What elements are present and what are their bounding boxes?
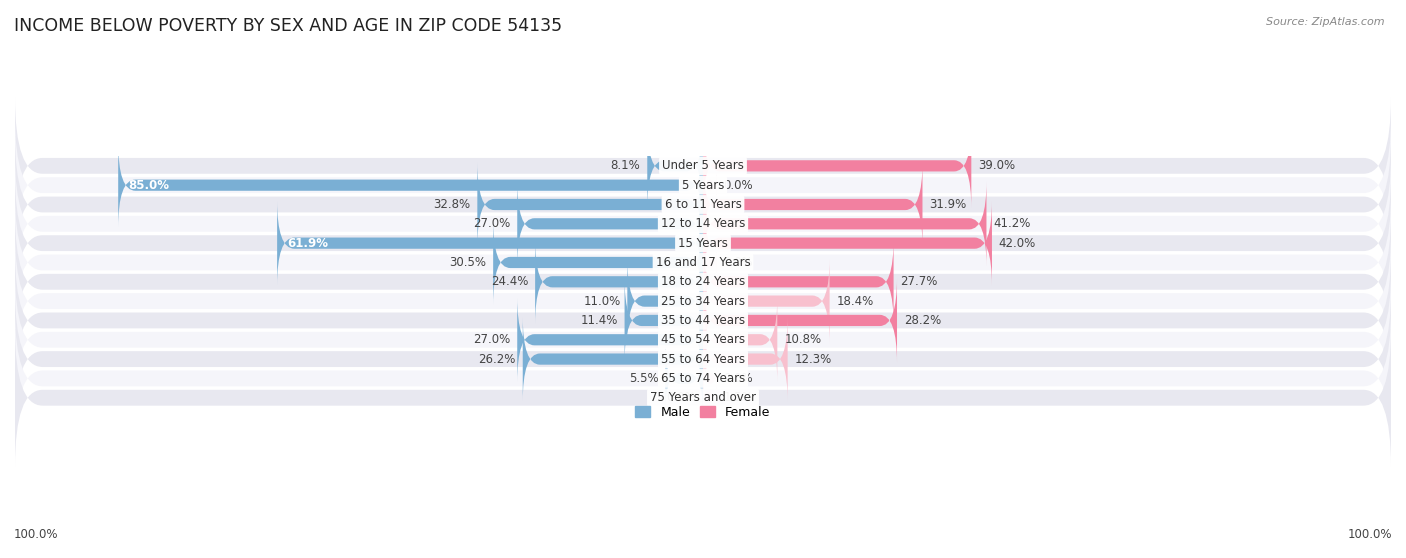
FancyBboxPatch shape	[536, 239, 703, 325]
Text: 10.8%: 10.8%	[785, 333, 821, 347]
FancyBboxPatch shape	[703, 162, 922, 247]
Text: 8.1%: 8.1%	[610, 160, 640, 172]
Text: 0.0%: 0.0%	[724, 179, 754, 191]
Text: 65 to 74 Years: 65 to 74 Years	[661, 372, 745, 385]
FancyBboxPatch shape	[15, 97, 1391, 235]
FancyBboxPatch shape	[15, 155, 1391, 293]
Text: 27.7%: 27.7%	[900, 275, 938, 288]
FancyBboxPatch shape	[647, 123, 703, 209]
Text: 75 Years and over: 75 Years and over	[650, 391, 756, 404]
FancyBboxPatch shape	[703, 392, 713, 404]
FancyBboxPatch shape	[624, 278, 703, 363]
Text: 42.0%: 42.0%	[998, 237, 1036, 249]
FancyBboxPatch shape	[494, 220, 703, 305]
Text: 15 Years: 15 Years	[678, 237, 728, 249]
Text: 85.0%: 85.0%	[128, 179, 170, 191]
Text: 0.0%: 0.0%	[666, 391, 696, 404]
Text: 5.5%: 5.5%	[628, 372, 658, 385]
Text: 5 Years: 5 Years	[682, 179, 724, 191]
FancyBboxPatch shape	[15, 271, 1391, 409]
Text: 25 to 34 Years: 25 to 34 Years	[661, 295, 745, 307]
FancyBboxPatch shape	[15, 309, 1391, 448]
Text: 0.0%: 0.0%	[724, 256, 754, 269]
FancyBboxPatch shape	[703, 123, 972, 209]
FancyBboxPatch shape	[703, 200, 993, 286]
Text: 12 to 14 Years: 12 to 14 Years	[661, 217, 745, 230]
FancyBboxPatch shape	[703, 171, 717, 199]
FancyBboxPatch shape	[703, 278, 897, 363]
Text: 35 to 44 Years: 35 to 44 Years	[661, 314, 745, 327]
FancyBboxPatch shape	[15, 116, 1391, 254]
Text: 1.5%: 1.5%	[724, 391, 754, 404]
FancyBboxPatch shape	[477, 162, 703, 247]
FancyBboxPatch shape	[523, 316, 703, 402]
FancyBboxPatch shape	[15, 213, 1391, 351]
Text: Under 5 Years: Under 5 Years	[662, 160, 744, 172]
FancyBboxPatch shape	[15, 232, 1391, 371]
FancyBboxPatch shape	[118, 142, 703, 228]
Text: 31.9%: 31.9%	[929, 198, 966, 211]
Text: 0.0%: 0.0%	[724, 372, 754, 385]
FancyBboxPatch shape	[703, 181, 987, 267]
FancyBboxPatch shape	[665, 341, 703, 415]
FancyBboxPatch shape	[15, 290, 1391, 429]
Text: 11.0%: 11.0%	[583, 295, 620, 307]
Text: Source: ZipAtlas.com: Source: ZipAtlas.com	[1267, 17, 1385, 27]
FancyBboxPatch shape	[15, 174, 1391, 312]
FancyBboxPatch shape	[517, 297, 703, 382]
Text: 18.4%: 18.4%	[837, 295, 873, 307]
Text: 28.2%: 28.2%	[904, 314, 941, 327]
Text: 6 to 11 Years: 6 to 11 Years	[665, 198, 741, 211]
Text: 27.0%: 27.0%	[472, 333, 510, 347]
FancyBboxPatch shape	[627, 258, 703, 344]
Text: 24.4%: 24.4%	[491, 275, 529, 288]
Text: 32.8%: 32.8%	[433, 198, 471, 211]
Text: 45 to 54 Years: 45 to 54 Years	[661, 333, 745, 347]
FancyBboxPatch shape	[15, 251, 1391, 390]
FancyBboxPatch shape	[703, 316, 787, 402]
FancyBboxPatch shape	[703, 239, 894, 325]
Text: 61.9%: 61.9%	[287, 237, 329, 249]
Text: 39.0%: 39.0%	[979, 160, 1015, 172]
Text: 12.3%: 12.3%	[794, 353, 832, 365]
FancyBboxPatch shape	[15, 135, 1391, 274]
Text: 26.2%: 26.2%	[478, 353, 516, 365]
Text: 30.5%: 30.5%	[450, 256, 486, 269]
FancyBboxPatch shape	[703, 258, 830, 344]
FancyBboxPatch shape	[517, 181, 703, 267]
Text: 18 to 24 Years: 18 to 24 Years	[661, 275, 745, 288]
FancyBboxPatch shape	[15, 328, 1391, 467]
Text: 41.2%: 41.2%	[993, 217, 1031, 230]
FancyBboxPatch shape	[15, 193, 1391, 332]
Text: 55 to 64 Years: 55 to 64 Years	[661, 353, 745, 365]
FancyBboxPatch shape	[703, 297, 778, 382]
Text: 100.0%: 100.0%	[1347, 528, 1392, 541]
FancyBboxPatch shape	[703, 249, 717, 276]
Text: 16 and 17 Years: 16 and 17 Years	[655, 256, 751, 269]
Text: INCOME BELOW POVERTY BY SEX AND AGE IN ZIP CODE 54135: INCOME BELOW POVERTY BY SEX AND AGE IN Z…	[14, 17, 562, 35]
Legend: Male, Female: Male, Female	[630, 401, 776, 424]
Text: 27.0%: 27.0%	[472, 217, 510, 230]
FancyBboxPatch shape	[703, 365, 717, 392]
Text: 11.4%: 11.4%	[581, 314, 617, 327]
Text: 100.0%: 100.0%	[14, 528, 59, 541]
FancyBboxPatch shape	[277, 200, 703, 286]
